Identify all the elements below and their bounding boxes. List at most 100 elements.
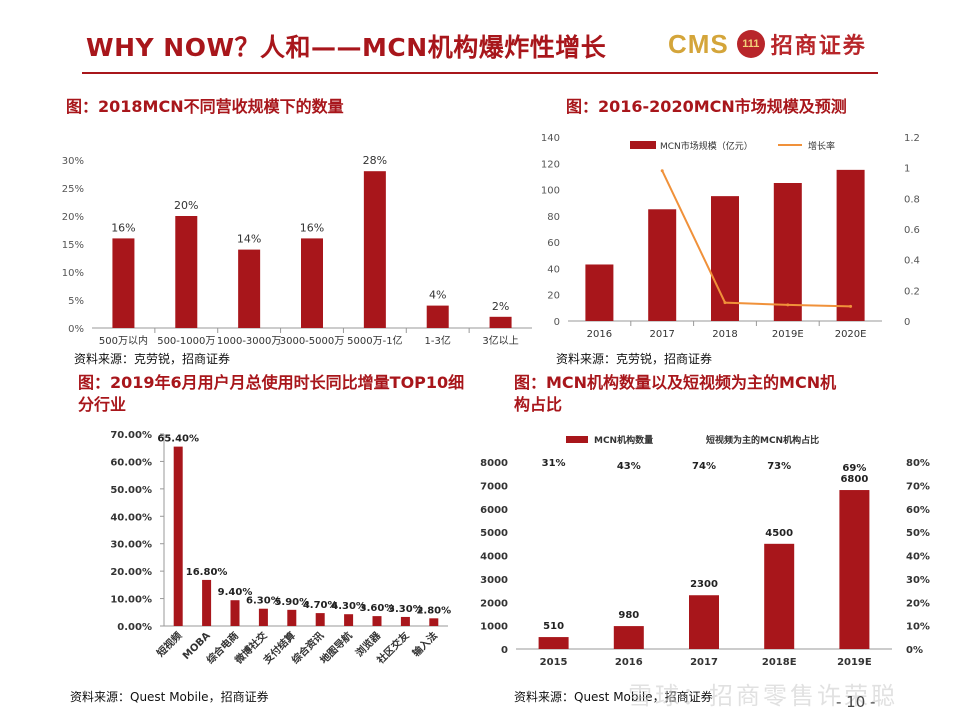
chart1-bar — [238, 249, 261, 328]
chart2-growth-line — [661, 170, 851, 308]
chart2-y2tick-label: 0 — [904, 317, 910, 328]
chart1-xtick-label: 5000万-1亿 — [347, 334, 402, 347]
chart2-bar — [585, 264, 614, 321]
chart2-legend-bar-swatch — [630, 141, 656, 149]
chart2-ytick-label: 40 — [547, 264, 560, 275]
chart4-xtick-label: 2019E — [837, 657, 872, 668]
chart1-ytick-label: 0% — [68, 324, 84, 335]
chart1-data-label: 20% — [174, 199, 198, 212]
chart3-title-line1: 图：2019年6月用户月总使用时长同比增量TOP10细 — [78, 373, 465, 392]
chart4-legend-bar-label: MCN机构数量 — [594, 434, 653, 446]
chart3-ytick-label: 20.00% — [110, 567, 152, 578]
header-divider — [82, 72, 878, 74]
chart1-bar — [489, 316, 512, 328]
chart1-ytick-label: 20% — [62, 212, 84, 223]
chart3-title-line2: 分行业 — [78, 395, 127, 414]
chart4-y2tick-label: 30% — [906, 575, 930, 586]
chart3-ytick-label: 40.00% — [110, 512, 152, 523]
chart1-xtick-label: 500万以内 — [99, 334, 148, 347]
chart1-ytick-label: 5% — [68, 296, 84, 307]
chart4-ytick-label: 4000 — [480, 552, 508, 563]
chart2-y2tick-label: 0.8 — [904, 194, 920, 205]
chart4-share-label: 74% — [692, 461, 716, 472]
chart4-share-label: 73% — [767, 461, 791, 472]
chart4-y2tick-label: 20% — [906, 598, 930, 609]
watermark-text: 雪球：招商零售许荣聪 — [628, 682, 898, 710]
chart1-ytick-label: 25% — [62, 184, 84, 195]
chart4-legend-share-label: 短视频为主的MCN机构占比 — [706, 434, 819, 446]
chart3-bar — [202, 579, 212, 626]
chart3-bar — [372, 616, 382, 626]
chart3-title: 图：2019年6月用户月总使用时长同比增量TOP10细 分行业 — [78, 372, 464, 416]
chart1-data-label: 4% — [429, 289, 446, 302]
chart3-ytick-label: 10.00% — [110, 595, 152, 606]
chart3-ytick-label: 0.00% — [117, 622, 152, 633]
chart1-data-label: 28% — [363, 154, 387, 167]
chart3-data-label: 16.80% — [186, 567, 228, 578]
chart2-ytick-label: 20 — [547, 291, 560, 302]
chart3-data-label: 4.70% — [303, 600, 338, 611]
chart4-bar — [538, 637, 569, 649]
chart3-data-label: 6.30% — [246, 596, 281, 607]
chart4-y2tick-label: 60% — [906, 505, 930, 516]
chart3-bar — [400, 616, 410, 626]
chart4-y2tick-label: 80% — [906, 458, 930, 469]
chart1-xtick-label: 1000-3000万 — [217, 336, 282, 347]
chart4-xtick-label: 2018E — [762, 657, 797, 668]
chart1-data-label: 16% — [300, 221, 324, 234]
chart3-bar — [173, 446, 183, 626]
chart4-title: 图：MCN机构数量以及短视频为主的MCN机 构占比 — [514, 372, 836, 416]
chart3-data-label: 3.30% — [388, 604, 423, 615]
chart4-ytick-label: 6000 — [480, 505, 508, 516]
chart4-xtick-label: 2016 — [615, 657, 643, 668]
chart4-y2tick-label: 0% — [906, 645, 923, 656]
logo-badge-icon: 111 — [736, 30, 765, 58]
chart4-data-label: 4500 — [765, 528, 793, 539]
chart2-y2tick-label: 1 — [904, 164, 910, 175]
chart1-bar — [301, 238, 323, 328]
chart2-y2tick-label: 0.2 — [904, 286, 920, 297]
chart4-y2tick-label: 40% — [906, 552, 930, 563]
chart1-data-label: 14% — [237, 233, 261, 246]
chart2-source: 资料来源：克劳锐，招商证券 — [556, 352, 713, 366]
chart4-ytick-label: 2000 — [480, 598, 508, 609]
chart3-bar — [258, 608, 268, 626]
chart2-xtick-label: 2020E — [835, 329, 867, 340]
chart3-bar — [429, 618, 439, 626]
chart2-xtick-label: 2018 — [712, 329, 737, 340]
page-number: - 10 - — [836, 693, 876, 711]
chart2-ytick-label: 0 — [554, 317, 560, 328]
chart1-data-label: 2% — [492, 300, 509, 313]
chart3-data-label: 3.60% — [360, 603, 395, 614]
chart2-title: 图：2016-2020MCN市场规模及预测 — [566, 97, 847, 116]
chart2-ytick-label: 60 — [547, 238, 560, 249]
chart2-bar — [648, 209, 677, 321]
chart3-xtick-label: 短视频 — [154, 629, 184, 659]
chart4-ytick-label: 5000 — [480, 528, 508, 539]
chart4-y2tick-label: 10% — [906, 622, 930, 633]
chart4-share-label: 43% — [617, 461, 641, 472]
chart1-bar — [363, 171, 386, 328]
chart2-growth-point — [786, 303, 790, 307]
chart3-bar — [315, 613, 325, 626]
chart3-xtick-label: 输入法 — [410, 629, 440, 659]
chart2-xtick-label: 2016 — [587, 329, 612, 340]
chart2-y2tick-label: 0.6 — [904, 225, 920, 236]
chart4-data-label: 980 — [618, 610, 639, 621]
chart1-xtick-label: 500-1000万 — [157, 336, 215, 347]
chart4-xtick-label: 2017 — [690, 657, 718, 668]
chart4-data-label: 2300 — [690, 579, 718, 590]
chart2-xtick-label: 2019E — [772, 329, 804, 340]
chart3-data-label: 2.80% — [416, 605, 451, 616]
chart3-ytick-label: 60.00% — [110, 457, 152, 468]
chart2-y2tick-label: 0.4 — [904, 256, 920, 267]
chart2-growth-point — [849, 304, 853, 308]
chart2-xtick-label: 2017 — [649, 329, 674, 340]
chart3-bar — [287, 609, 297, 626]
chart3-ytick-label: 30.00% — [110, 540, 152, 551]
chart4-bar — [839, 490, 870, 649]
chart1-xtick-label: 3亿以上 — [482, 334, 518, 347]
chart4-title-line2: 构占比 — [514, 395, 563, 414]
chart1-source: 资料来源：克劳锐，招商证券 — [74, 352, 231, 366]
